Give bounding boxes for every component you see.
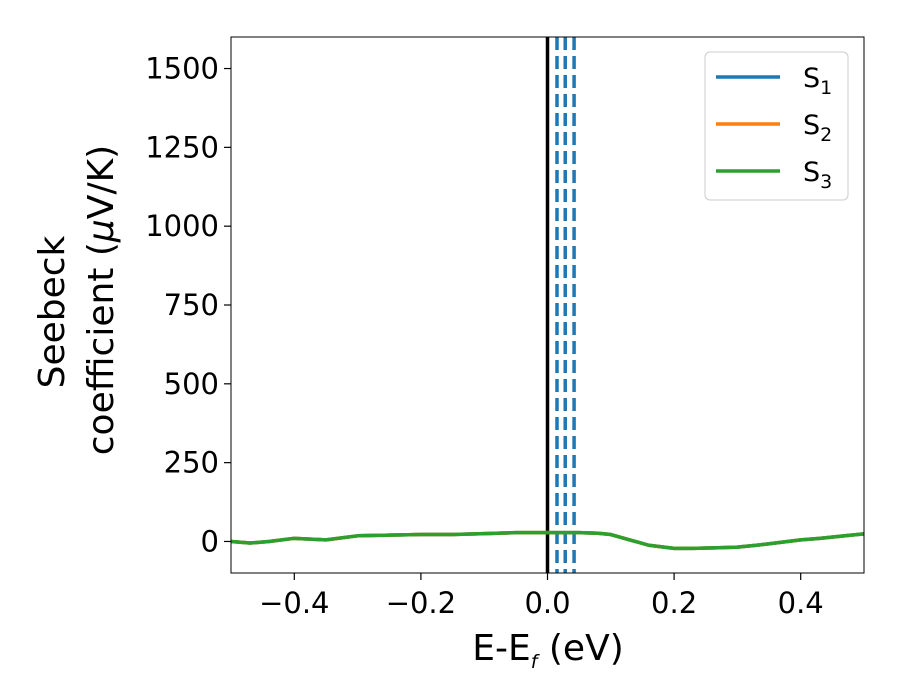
legend-label-sub: 1 bbox=[820, 77, 832, 99]
legend-label-1: S1 bbox=[803, 63, 832, 99]
series-line-3 bbox=[231, 530, 864, 551]
x-tick-label: −0.2 bbox=[386, 586, 456, 620]
legend-label-sub: 3 bbox=[820, 171, 832, 193]
series-layer bbox=[231, 530, 864, 551]
y-tick-label: 250 bbox=[164, 446, 219, 480]
y-axis-title-line1: Seebeck bbox=[32, 235, 73, 388]
y-axis-ticks: 0 250 500 750 1000 1250 1500 bbox=[145, 52, 231, 558]
x-axis-title-unit: (eV) bbox=[537, 628, 623, 669]
legend-label-sub: 2 bbox=[820, 124, 832, 146]
legend-label-2: S2 bbox=[803, 110, 832, 146]
y-axis-title-mu: μ bbox=[81, 219, 122, 243]
x-axis-title-sub: f bbox=[531, 651, 541, 673]
y-axis-title-line2: coefficient (μV/K) bbox=[81, 145, 122, 455]
x-tick-label: 0.0 bbox=[524, 586, 570, 620]
legend-label-base: S bbox=[803, 157, 820, 188]
x-axis-ticks: −0.4 −0.2 0.0 0.2 0.4 bbox=[259, 573, 824, 620]
y-axis-title: Seebeck coefficient (μV/K) bbox=[32, 145, 122, 455]
y-tick-label: 750 bbox=[164, 288, 219, 322]
legend-label-3: S3 bbox=[803, 157, 832, 193]
x-axis-title-main: E-E bbox=[472, 628, 530, 669]
x-tick-label: −0.4 bbox=[259, 586, 329, 620]
x-tick-label: 0.2 bbox=[651, 586, 697, 620]
y-tick-label: 0 bbox=[201, 524, 219, 558]
y-tick-label: 500 bbox=[164, 367, 219, 401]
legend-label-base: S bbox=[803, 110, 820, 141]
vertical-lines bbox=[545, 37, 576, 573]
y-tick-label: 1000 bbox=[145, 209, 219, 243]
y-tick-label: 1500 bbox=[145, 52, 219, 86]
x-axis-title: E-Ef (eV) bbox=[472, 628, 624, 673]
legend-box bbox=[704, 51, 849, 201]
x-tick-label: 0.4 bbox=[778, 586, 824, 620]
legend-label-base: S bbox=[803, 63, 820, 94]
y-tick-label: 1250 bbox=[145, 130, 219, 164]
y-axis-title-suffix: V/K) bbox=[81, 145, 122, 219]
y-axis-title-prefix: coefficient ( bbox=[81, 242, 122, 455]
